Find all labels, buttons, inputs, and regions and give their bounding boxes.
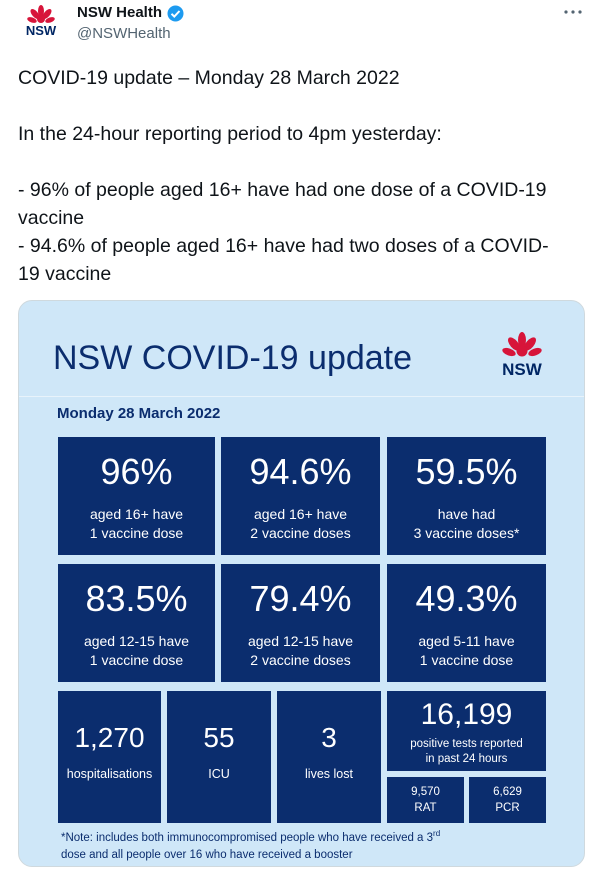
stat-value: 59.5% (415, 451, 518, 492)
stat-box: 94.6% aged 16+ have 2 vaccine doses (221, 437, 380, 555)
note: *Note: includes both immunocompromised p… (61, 825, 440, 864)
count-label: hospitalisations (66, 767, 153, 781)
tweet-point: - 96% of people aged 16+ have had one do… (18, 179, 547, 229)
breakdown-label: RAT (414, 802, 437, 814)
tests-label: positive tests reported (410, 738, 523, 750)
count-value: 1,270 (74, 722, 145, 753)
count-box: 55 ICU (167, 691, 271, 823)
stat-label: aged 16+ have (89, 506, 184, 522)
note-sup: rd (433, 829, 441, 838)
stat-box: 49.3% aged 5-11 have 1 vaccine dose (387, 564, 546, 682)
stat-box: 83.5% aged 12-15 have 1 vaccine dose (58, 564, 215, 682)
stat-label: aged 16+ have (253, 506, 348, 522)
stat-label: 2 vaccine doses (250, 652, 351, 668)
logo-text: NSW (502, 360, 543, 379)
breakdown-value: 6,629 (493, 786, 522, 798)
breakdown-value: 9,570 (411, 786, 440, 798)
verified-badge (167, 5, 184, 22)
stat-box: 59.5% have had 3 vaccine doses* (387, 437, 546, 555)
stat-label: 1 vaccine dose (89, 525, 184, 541)
stat-label: 1 vaccine dose (89, 652, 184, 668)
tests-value: 16,199 (420, 698, 513, 731)
count-value: 55 (203, 722, 235, 753)
stat-label: 1 vaccine dose (419, 652, 514, 668)
tests-breakdown-box: 9,570 RAT (387, 777, 464, 823)
count-label: lives lost (305, 767, 353, 781)
tests-breakdown-box: 6,629 PCR (469, 777, 546, 823)
tweet-intro: In the 24-hour reporting period to 4pm y… (18, 123, 442, 145)
more-menu[interactable] (563, 8, 583, 16)
count-box: 1,270 hospitalisations (58, 691, 161, 823)
infographic-logo: NSW (502, 332, 543, 379)
infographic-title: NSW COVID-19 update (53, 339, 413, 377)
breakdown-label: PCR (495, 802, 520, 814)
count-box: 3 lives lost (277, 691, 381, 823)
stat-value: 94.6% (249, 451, 352, 492)
infographic-date: Monday 28 March 2022 (57, 405, 221, 422)
stat-label: aged 12-15 have (247, 633, 354, 649)
infographic[interactable]: NSW COVID-19 update NSW Monday 28 March … (18, 300, 585, 867)
tests-label: in past 24 hours (425, 753, 508, 765)
logo-text: NSW (26, 23, 57, 38)
stat-value: 79.4% (249, 578, 352, 619)
author-handle[interactable]: @NSWHealth (77, 25, 171, 42)
stat-label: have had (437, 506, 496, 522)
stat-label: aged 5-11 have (418, 633, 515, 649)
divider (19, 396, 584, 397)
note-text: *Note: includes both immunocompromised p… (61, 831, 434, 844)
count-value: 3 (321, 722, 337, 753)
stat-value: 96% (100, 451, 173, 492)
stat-box: 96% aged 16+ have 1 vaccine dose (58, 437, 215, 555)
author-name[interactable]: NSW Health (77, 4, 163, 21)
tweet-headline: COVID-19 update – Monday 28 March 2022 (18, 67, 400, 89)
note-text: dose and all people over 16 who have rec… (61, 848, 353, 861)
stat-value: 83.5% (85, 578, 188, 619)
count-label: ICU (208, 767, 230, 781)
tests-box: 16,199 positive tests reported in past 24 … (387, 691, 546, 771)
stat-label: aged 12-15 have (83, 633, 190, 649)
tweet-point: - 94.6% of people aged 16+ have had two … (18, 235, 549, 285)
avatar-logo: NSW (26, 5, 57, 38)
stat-box: 79.4% aged 12-15 have 2 vaccine doses (221, 564, 380, 682)
stat-label: 2 vaccine doses (250, 525, 351, 541)
stat-label: 3 vaccine doses* (413, 525, 520, 541)
stat-value: 49.3% (415, 578, 518, 619)
